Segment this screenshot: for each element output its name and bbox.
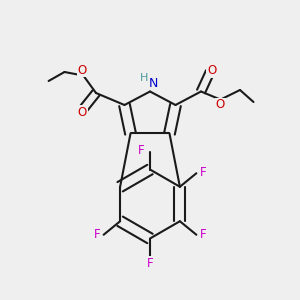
Text: F: F (200, 228, 206, 241)
Text: O: O (78, 106, 87, 119)
Text: F: F (200, 166, 206, 179)
Text: O: O (207, 64, 216, 77)
Text: O: O (77, 64, 86, 77)
Text: F: F (147, 256, 153, 270)
Text: F: F (94, 228, 100, 241)
Text: H: H (140, 73, 148, 83)
Text: F: F (138, 143, 144, 157)
Text: O: O (216, 98, 225, 112)
Text: N: N (148, 76, 158, 90)
